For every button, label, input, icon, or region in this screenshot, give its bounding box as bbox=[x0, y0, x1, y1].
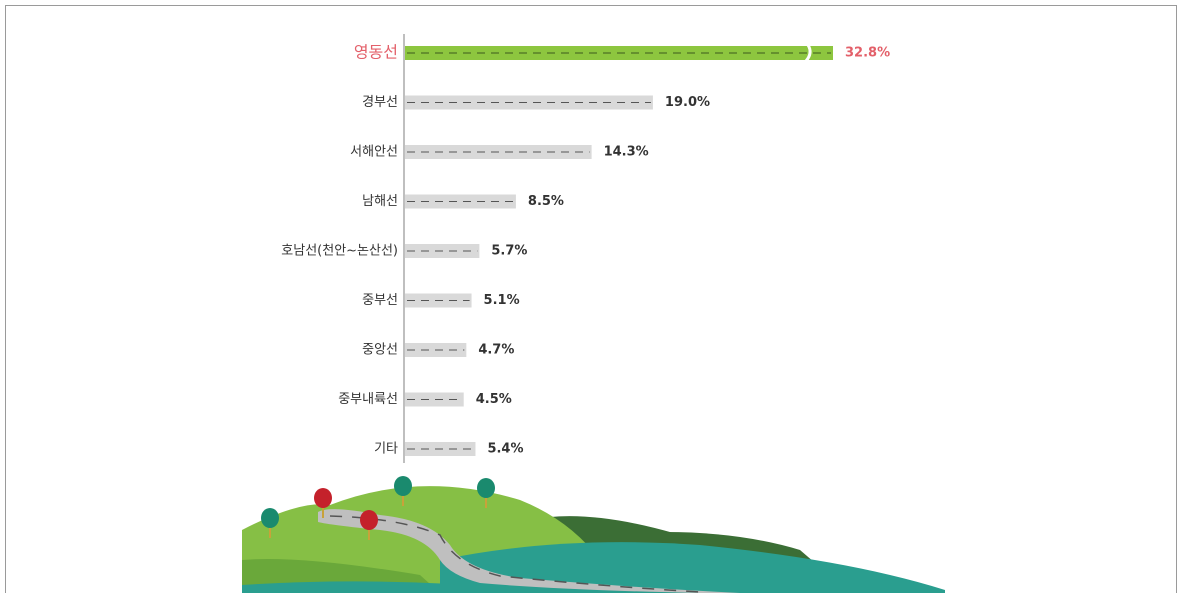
category-label: 기타 bbox=[374, 442, 398, 457]
bar bbox=[405, 392, 464, 407]
category-label: 영동선 bbox=[354, 43, 398, 62]
value-label: 19.0% bbox=[665, 95, 710, 110]
value-label: 5.7% bbox=[491, 244, 527, 259]
value-label: 32.8% bbox=[845, 46, 890, 61]
value-label: 4.5% bbox=[476, 392, 512, 407]
category-label: 중부선 bbox=[362, 293, 398, 308]
category-label: 호남선(천안~논산선) bbox=[281, 244, 398, 259]
category-label: 경부선 bbox=[362, 95, 398, 110]
value-label: 5.4% bbox=[487, 442, 523, 457]
category-label: 중앙선 bbox=[362, 343, 398, 358]
category-label: 서해안선 bbox=[350, 145, 398, 160]
value-label: 4.7% bbox=[478, 343, 514, 358]
bar bbox=[405, 194, 516, 209]
category-label: 남해선 bbox=[362, 194, 398, 209]
landscape bbox=[242, 476, 945, 593]
break-mark bbox=[804, 44, 812, 62]
value-label: 5.1% bbox=[484, 293, 520, 308]
value-label: 14.3% bbox=[604, 145, 649, 160]
bar bbox=[405, 95, 653, 110]
frame bbox=[5, 5, 1177, 597]
value-label: 8.5% bbox=[528, 194, 564, 209]
category-label: 중부내륙선 bbox=[338, 392, 398, 407]
